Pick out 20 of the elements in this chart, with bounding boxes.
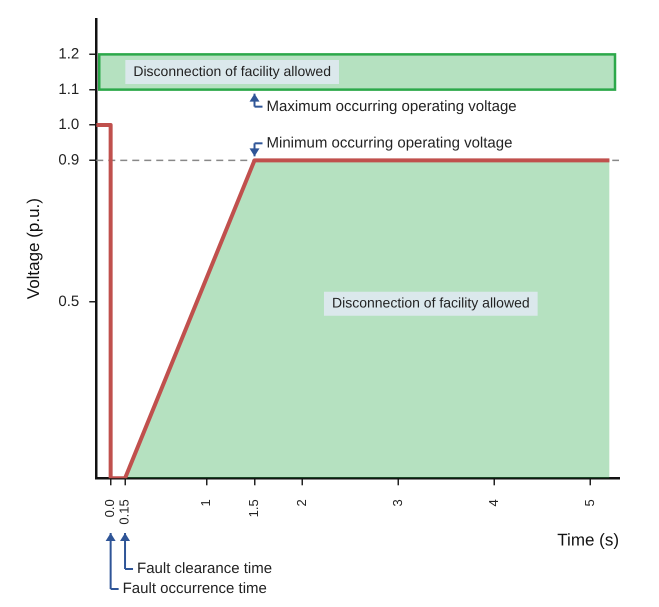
x-tick-label: 1.5 bbox=[246, 499, 262, 518]
x-tick-label: 4 bbox=[486, 499, 501, 507]
y-tick-label: 1.2 bbox=[58, 45, 80, 62]
y-tick-label: 0.5 bbox=[58, 292, 80, 310]
x-tick-label: 5 bbox=[582, 499, 597, 507]
x-tick-label: 0.0 bbox=[102, 499, 118, 518]
x-tick-label: 3 bbox=[390, 499, 405, 507]
x-tick-label: 0.15 bbox=[116, 499, 132, 525]
text: Fault clearance time bbox=[137, 560, 272, 578]
y-axis-title: Voltage (p.u.) bbox=[24, 198, 43, 300]
annotation: Maximum occurring operating voltage bbox=[266, 98, 517, 115]
x-tick-label: 1 bbox=[198, 499, 214, 507]
annotation: Minimum occurring operating voltage bbox=[266, 134, 512, 152]
y-tick-label: 1.0 bbox=[58, 116, 80, 134]
y-tick-label: 0.9 bbox=[58, 151, 80, 168]
text: Fault occurrence time bbox=[122, 580, 267, 598]
band-label: Disconnection of facility allowed bbox=[133, 62, 331, 79]
y-tick-label: 1.1 bbox=[58, 80, 80, 98]
x-axis-title: Time (s) bbox=[557, 530, 619, 550]
x-tick-label: 2 bbox=[294, 499, 310, 507]
